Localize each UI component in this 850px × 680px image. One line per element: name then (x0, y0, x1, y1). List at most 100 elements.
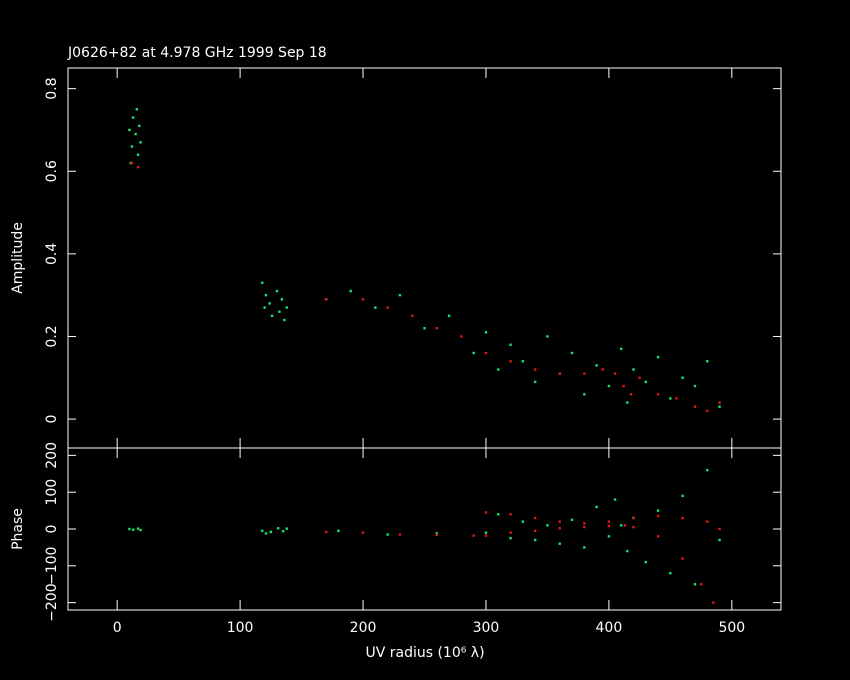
amplitude-data-point (128, 128, 131, 132)
phase-data-point (583, 546, 586, 549)
amplitude-model-point (484, 351, 488, 355)
amplitude-model-point (533, 368, 537, 371)
phase-data-point (669, 571, 672, 575)
amplitude-data-point (280, 298, 284, 301)
amplitude-data-point (521, 360, 525, 363)
amplitude-model-point (558, 372, 561, 375)
phase-model-point (533, 529, 537, 533)
phase-model-point (656, 514, 660, 518)
phase-ytick-label: 100 (44, 479, 60, 506)
amplitude-data-point (136, 153, 140, 156)
phase-model-point (681, 516, 684, 520)
amplitude-model-point (622, 384, 625, 388)
phase-data-point (656, 509, 660, 512)
phase-data-point (570, 518, 574, 521)
amplitude-ylabel: Amplitude (10, 222, 26, 294)
phase-model-point (484, 511, 488, 514)
phase-data-point (718, 538, 721, 542)
phase-model-point (681, 557, 684, 560)
phase-data-point (681, 494, 684, 498)
amplitude-model-point (629, 393, 633, 396)
phase-model-point (632, 525, 635, 529)
amplitude-data-point (261, 281, 264, 284)
amplitude-ytick-label: 0.6 (44, 160, 60, 182)
amplitude-data-point (139, 141, 142, 144)
amplitude-model-point (706, 409, 709, 413)
amplitude-data-point (447, 314, 451, 318)
amplitude-data-point (134, 132, 137, 136)
phase-model-point (484, 534, 488, 537)
amplitude-data-point (595, 364, 598, 367)
phase-data-point (435, 532, 438, 535)
amplitude-data-point (264, 293, 268, 297)
amplitude-data-point (130, 145, 134, 148)
phase-model-point (472, 534, 475, 537)
phase-data-point (386, 533, 389, 536)
amplitude-ytick-label: 0.8 (44, 78, 60, 100)
amplitude-frame (67, 67, 782, 449)
phase-data-point (521, 520, 525, 523)
phase-data-point (546, 524, 549, 527)
phase-data-point (136, 527, 140, 530)
amplitude-data-point (583, 393, 586, 396)
phase-model-point (361, 531, 365, 534)
amplitude-model-point (130, 161, 134, 165)
amplitude-data-point (138, 124, 141, 128)
amplitude-data-point (693, 384, 697, 388)
phase-model-point (718, 527, 721, 531)
amplitude-data-point (278, 310, 281, 313)
axes-layer: 0 0.2 0.4 0.6 0.8 −200−100 0 100 200 0 100 200 300 40… (44, 68, 781, 636)
x-tick-label: 300 (473, 620, 500, 636)
amplitude-data-point (472, 351, 475, 355)
amplitude-data-point (644, 380, 647, 384)
amplitude-ytick-label: 0 (44, 415, 60, 424)
amplitude-data-point (619, 347, 623, 351)
phase-data-point (706, 468, 709, 472)
amplitude-data-point (268, 302, 271, 305)
phase-model-point (706, 520, 709, 523)
phase-data-point (264, 532, 268, 535)
x-tick-label: 400 (596, 620, 623, 636)
points-layer (128, 108, 721, 604)
amplitude-model-point (324, 298, 328, 301)
phase-data-point (693, 583, 697, 586)
amplitude-data-point (398, 293, 402, 297)
phase-data-point (128, 527, 131, 531)
phase-data-point (509, 537, 512, 540)
phase-data-point (131, 528, 135, 531)
phase-data-point (337, 529, 340, 533)
amplitude-data-point (129, 161, 132, 165)
phase-ytick-label: 200 (44, 442, 60, 469)
amplitude-model-point (435, 327, 438, 330)
amplitude-model-point (638, 376, 641, 379)
phase-model-point (558, 527, 561, 530)
phase-data-point (607, 535, 611, 538)
amplitude-data-point (533, 380, 537, 384)
amplitude-data-point (263, 306, 266, 309)
amplitude-data-point (275, 289, 279, 293)
phase-ytick-label: −200 (44, 583, 60, 621)
phase-model-point (558, 520, 561, 523)
amplitude-model-point (583, 372, 586, 375)
amplitude-ytick-label: 0.2 (44, 325, 60, 347)
phase-model-point (607, 524, 611, 528)
phase-model-point (623, 524, 627, 527)
amplitude-model-point (509, 360, 512, 363)
phase-ytick-label: 0 (44, 525, 60, 534)
phase-data-point (285, 527, 289, 530)
phase-model-point (656, 535, 660, 538)
amplitude-data-point (570, 351, 574, 355)
phase-model-point (398, 533, 402, 536)
amplitude-data-point (283, 318, 286, 322)
phase-model-point (509, 531, 512, 534)
phase-data-point (626, 549, 629, 553)
amplitude-data-point (656, 355, 660, 359)
phase-ylabel: Phase (10, 508, 26, 550)
amplitude-data-point (706, 360, 709, 363)
amplitude-data-point (423, 327, 426, 330)
amplitude-data-point (285, 306, 289, 309)
amplitude-model-point (136, 165, 140, 169)
phase-data-point (533, 538, 537, 542)
amplitude-model-point (675, 397, 678, 400)
